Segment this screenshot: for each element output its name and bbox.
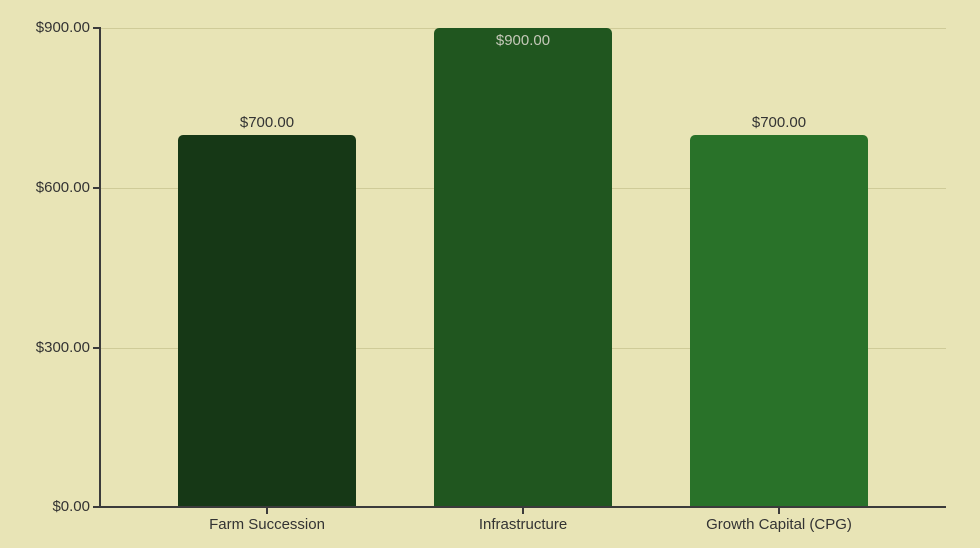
x-tick (522, 507, 524, 514)
bar-farm-succession[interactable] (178, 135, 356, 507)
y-axis (99, 27, 101, 508)
y-tick-label: $300.00 (35, 339, 90, 356)
data-label: $700.00 (751, 114, 807, 131)
bar-infrastructure[interactable] (434, 28, 612, 507)
data-label: $700.00 (239, 114, 295, 131)
y-tick-label: $900.00 (35, 19, 90, 36)
y-tick-label: $600.00 (35, 179, 90, 196)
x-tick-label: Farm Succession (209, 516, 325, 533)
x-tick (266, 507, 268, 514)
y-tick (93, 187, 100, 189)
bar-growth-capital[interactable] (690, 135, 868, 507)
x-tick-label: Growth Capital (CPG) (706, 516, 852, 533)
y-tick (93, 27, 100, 29)
data-label: $900.00 (495, 32, 551, 49)
y-tick (93, 347, 100, 349)
x-tick-label: Infrastructure (478, 516, 568, 533)
y-tick-label: $0.00 (52, 498, 90, 515)
x-tick (778, 507, 780, 514)
y-tick (93, 506, 100, 508)
